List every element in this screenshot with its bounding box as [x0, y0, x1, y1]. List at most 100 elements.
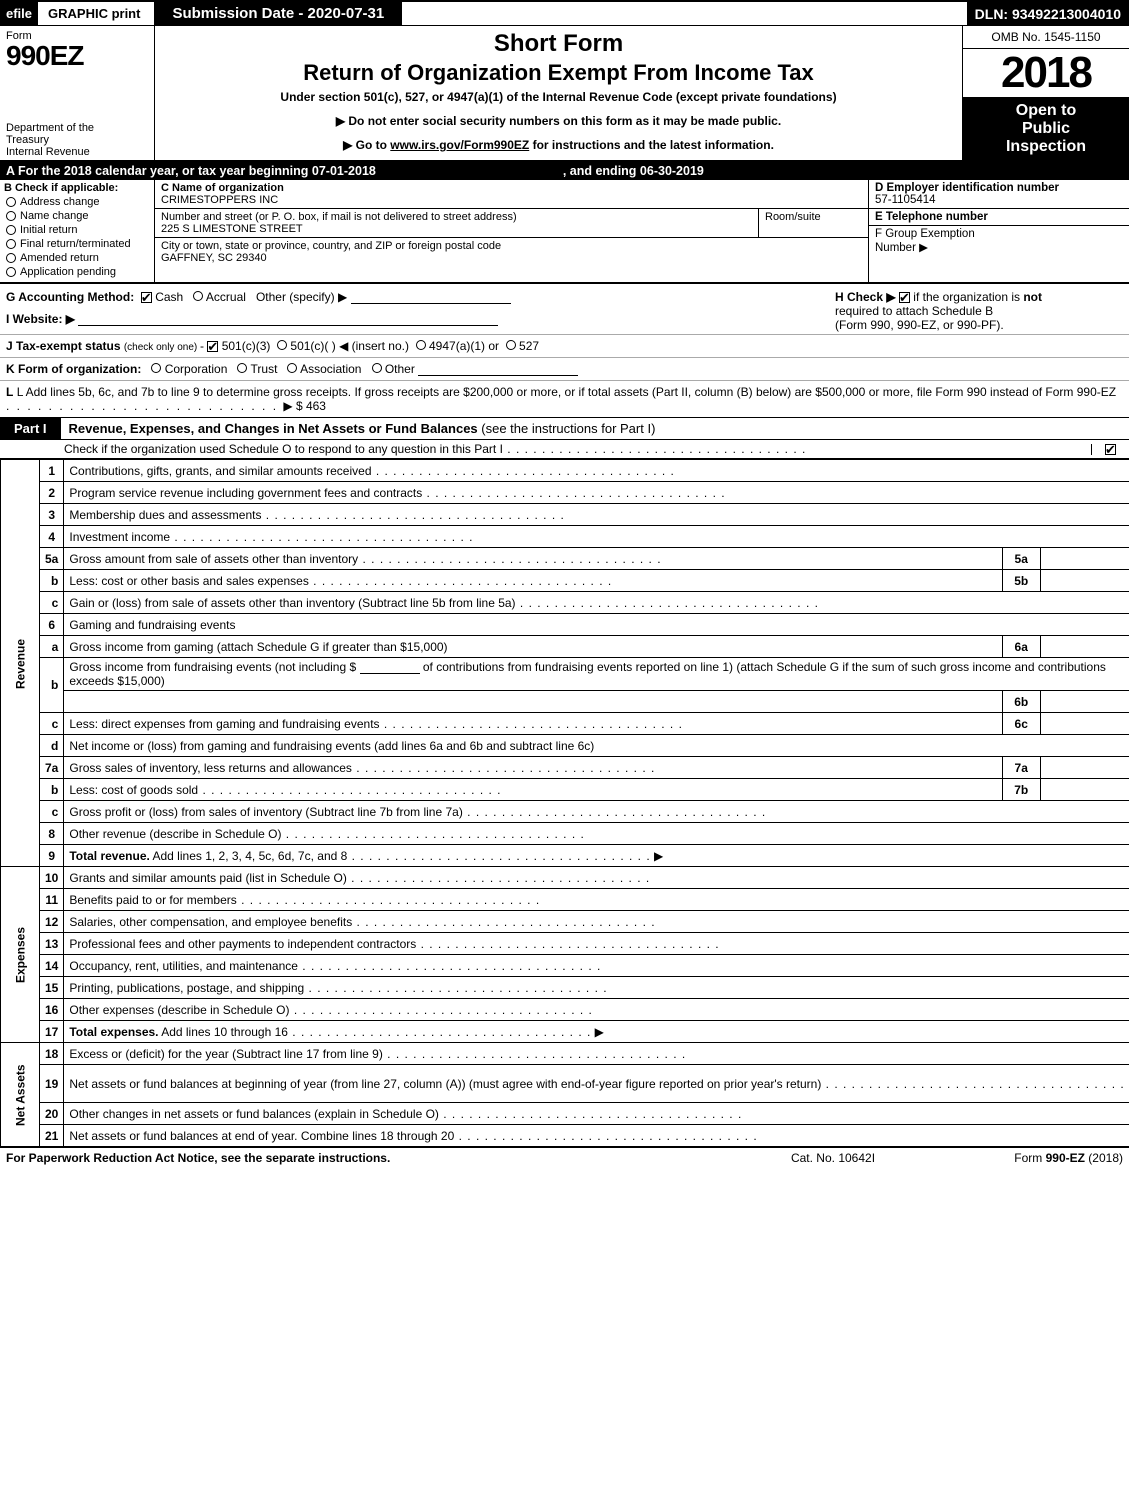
tax-year-row: A For the 2018 calendar year, or tax yea…: [0, 162, 1129, 180]
line9-bold: Total revenue.: [69, 849, 149, 863]
open-to-public-badge: Open to Public Inspection: [963, 98, 1129, 160]
j-small: (check only one): [124, 342, 200, 353]
checkbox-501c3[interactable]: [207, 341, 218, 352]
opt-final-return[interactable]: Final return/terminated: [6, 238, 150, 250]
radio-icon: [6, 225, 16, 235]
dln-label: DLN: 93492213004010: [967, 2, 1129, 25]
radio-527-icon[interactable]: [506, 340, 516, 350]
innerval-5b: [1040, 570, 1129, 592]
i-label: I Website: ▶: [6, 312, 75, 326]
tax-year-begin: 07-01-2018: [312, 164, 376, 178]
radio-icon: [6, 211, 16, 221]
opt-label: Application pending: [20, 266, 116, 278]
ein-value: 57-1105414: [875, 194, 936, 206]
g-other: Other (specify) ▶: [256, 290, 347, 304]
lineno: 2: [40, 482, 64, 504]
line-desc: Gross income from gaming (attach Schedul…: [64, 636, 1002, 658]
efile-print-label: GRAPHIC print: [38, 2, 150, 25]
city-state-zip: GAFFNEY, SC 29340: [161, 252, 267, 264]
opt-amended-return[interactable]: Amended return: [6, 252, 150, 264]
f-group-exemption-label: F Group Exemption: [875, 228, 975, 240]
line-desc: Gross profit or (loss) from sales of inv…: [64, 801, 1129, 823]
lineno: 18: [40, 1043, 64, 1065]
radio-other-icon[interactable]: [372, 363, 382, 373]
line-desc: Net income or (loss) from gaming and fun…: [64, 735, 1129, 757]
line-desc: Program service revenue including govern…: [64, 482, 1129, 504]
side-label-revenue: Revenue: [1, 460, 40, 867]
radio-4947-icon[interactable]: [416, 340, 426, 350]
radio-corp-icon[interactable]: [151, 363, 161, 373]
line-desc: Membership dues and assessments: [64, 504, 1129, 526]
section-b-title: B Check if applicable:: [4, 182, 150, 194]
k-other-field[interactable]: [418, 363, 578, 376]
part1-checkline: Check if the organization used Schedule …: [0, 440, 1129, 459]
checkbox-h[interactable]: [899, 292, 910, 303]
l-arrow-value: ▶ $ 463: [283, 399, 326, 413]
opt-name-change[interactable]: Name change: [6, 210, 150, 222]
lineno: 15: [40, 977, 64, 999]
section-l: L L Add lines 5b, 6c, and 7b to line 9 t…: [0, 380, 1129, 418]
line-desc: Occupancy, rent, utilities, and maintena…: [64, 955, 1129, 977]
header-right-col: OMB No. 1545-1150 2018 Open to Public In…: [963, 26, 1129, 160]
part1-title: Revenue, Expenses, and Changes in Net As…: [61, 418, 1129, 439]
lineno: 1: [40, 460, 64, 482]
d-ein-label: D Employer identification number: [875, 182, 1059, 194]
identity-block: B Check if applicable: Address change Na…: [0, 180, 1129, 284]
opt-application-pending[interactable]: Application pending: [6, 266, 150, 278]
irs-link[interactable]: www.irs.gov/Form990EZ: [390, 138, 529, 152]
radio-501c-icon[interactable]: [277, 340, 287, 350]
k-label: K Form of organization:: [6, 362, 141, 376]
checkbox-cash[interactable]: [141, 292, 152, 303]
innerno: 5b: [1002, 570, 1040, 592]
k-opt0: Corporation: [165, 362, 228, 376]
public: Public: [967, 120, 1125, 138]
radio-icon: [6, 267, 16, 277]
g-other-field[interactable]: [351, 291, 511, 304]
k-opt2: Association: [300, 362, 361, 376]
h-suffix: if the organization is: [913, 290, 1023, 304]
h-not: not: [1023, 290, 1042, 304]
g-cash: Cash: [155, 290, 183, 304]
line-desc: Printing, publications, postage, and shi…: [64, 977, 1129, 999]
radio-trust-icon[interactable]: [237, 363, 247, 373]
section-j: J Tax-exempt status (check only one) - 5…: [0, 334, 1129, 357]
h-prefix: H Check ▶: [835, 290, 896, 304]
radio-icon: [6, 197, 16, 207]
footer-form-prefix: Form: [1014, 1151, 1045, 1165]
radio-accrual-icon[interactable]: [193, 291, 203, 301]
radio-assoc-icon[interactable]: [287, 363, 297, 373]
tax-year-end: 06-30-2019: [640, 164, 704, 178]
line-6b-amount-field[interactable]: [360, 661, 420, 674]
line-desc: Excess or (deficit) for the year (Subtra…: [64, 1043, 1129, 1065]
line-desc: Benefits paid to or for members: [64, 889, 1129, 911]
form-number: 990EZ: [6, 40, 148, 72]
f-group-exemption-number-label: Number ▶: [875, 242, 928, 254]
checkbox-part1-schedule-o[interactable]: [1105, 444, 1116, 455]
footer-form-number: 990-EZ: [1046, 1151, 1085, 1165]
row-a-mid: , and ending: [563, 164, 640, 178]
innerval-7b: [1040, 779, 1129, 801]
inspection: Inspection: [967, 138, 1125, 156]
opt-initial-return[interactable]: Initial return: [6, 224, 150, 236]
omb-number: OMB No. 1545-1150: [963, 26, 1129, 49]
website-field[interactable]: [78, 313, 498, 326]
innerval-6a: [1040, 636, 1129, 658]
opt-address-change[interactable]: Address change: [6, 196, 150, 208]
line-desc: Salaries, other compensation, and employ…: [64, 911, 1129, 933]
lineno: 17: [40, 1021, 64, 1043]
lineno: c: [40, 592, 64, 614]
j-opt4: 527: [519, 339, 539, 353]
dept-line-1: Department of the: [6, 122, 148, 134]
j-opt3: 4947(a)(1) or: [429, 339, 499, 353]
innerval-5a: [1040, 548, 1129, 570]
opt-label: Initial return: [20, 224, 77, 236]
instr2-suffix: for instructions and the latest informat…: [529, 138, 774, 152]
header-center: Short Form Return of Organization Exempt…: [155, 26, 963, 160]
line-desc: Net assets or fund balances at end of ye…: [64, 1125, 1129, 1147]
page-footer: For Paperwork Reduction Act Notice, see …: [0, 1147, 1129, 1168]
h-line2: required to attach Schedule B: [835, 304, 993, 318]
part1-table: Revenue 1 Contributions, gifts, grants, …: [0, 459, 1129, 1147]
side-label-net-assets: Net Assets: [1, 1043, 40, 1147]
lineno: 13: [40, 933, 64, 955]
opt-label: Name change: [20, 210, 89, 222]
